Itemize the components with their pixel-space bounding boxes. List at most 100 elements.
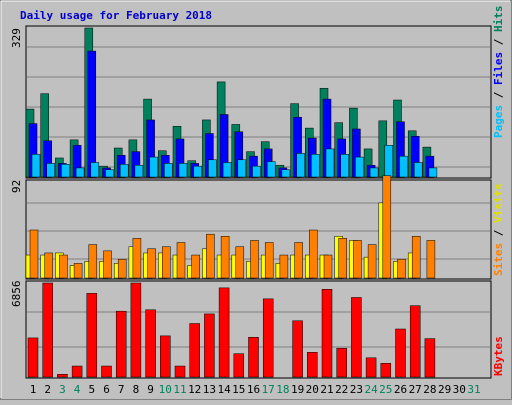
day-label: 2 [44,383,51,396]
sites-bar [411,236,421,279]
kbytes-legend: KBytes [492,336,505,376]
pages-bar [296,153,305,178]
day-label: 17 [262,383,275,396]
sites-bar [73,263,83,279]
kbytes-bar [27,337,39,378]
pages-bar [237,159,247,178]
pages-bar [252,165,261,178]
files-bar [87,50,97,178]
pages-bar [384,145,394,178]
day-label: 24 [364,383,378,396]
day-label: 9 [147,383,154,396]
chart-title: Daily usage for February 2018 [20,9,212,22]
day-label: 8 [133,383,140,396]
pages-bar [134,164,144,178]
kbytes-bar [292,320,303,378]
kbytes-bar [248,336,259,378]
day-label: 31 [467,383,480,396]
kbytes-bar [218,287,230,378]
kbytes-bar [204,313,215,378]
day-labels: 1 2 3 4 5 6 7 8 9 10 11 12 13 14 15 16 17 18 19 20 21 22 23 24 2… [30,383,481,396]
pages-bar [428,167,438,178]
kbytes-bar [380,363,392,378]
day-label: 25 [379,383,392,396]
legend-entry: Hits [492,6,505,33]
pages-bar [355,156,364,178]
pages-bar [281,169,291,178]
sites-bar [162,246,171,279]
sites-bar [309,229,318,279]
legend-entry: Files [492,52,505,85]
kbytes-bar [42,282,53,378]
pages-bar [325,148,335,178]
pages-bar [208,159,217,178]
pages-bar [193,165,202,178]
pages-bar [266,161,276,178]
sites-bar [59,254,68,279]
day-label: 7 [118,383,125,396]
sites-bar [382,175,392,279]
day-label: 19 [291,383,304,396]
kbytes-bar [321,289,333,378]
legend-entry: Sites [492,243,505,276]
pages-bar [399,155,408,178]
kbytes-bar [351,297,362,378]
sites-bar [235,246,245,279]
day-label: 13 [203,383,216,396]
legend-entry: / [492,85,505,105]
kbytes-bar [57,374,68,378]
kbytes-bar [130,282,142,378]
legend-entry: Pages [492,105,505,138]
sites-bar [88,244,98,279]
sites-bar [323,254,333,279]
pages-bar [178,163,188,178]
sites-bar [367,244,377,279]
pages-bar [119,164,129,178]
pages-bar [75,167,85,178]
kbytes-bar [365,357,377,378]
day-label: 6 [103,383,110,396]
day-label: 11 [173,383,186,396]
legend-entry: / [492,223,505,243]
kbytes-bar [86,293,98,378]
kbytes-bar [233,353,245,378]
sites-bar [176,242,186,279]
hits-ymax-label: 329 [10,28,23,48]
kbytes-bar [307,352,318,378]
sites-bar [147,248,156,279]
sites-bar [426,240,436,279]
sites-bar [250,240,259,279]
sites-bar [103,250,112,279]
pages-bar [413,162,423,178]
sites-bar [44,252,53,279]
sites-bar [294,242,303,279]
pages-bar [90,162,100,178]
sites-bar [397,258,406,279]
pages-bar [164,163,173,178]
kbytes-bar [115,310,127,378]
day-label: 3 [59,383,66,396]
day-label: 16 [247,383,260,396]
day-label: 20 [306,383,319,396]
pages-bar [369,167,379,178]
day-label: 10 [159,383,172,396]
sites-bar [117,258,127,279]
sites-bar [279,254,289,279]
sites-bar [132,238,142,279]
kbytes-bar [395,328,406,378]
day-label: 14 [217,383,231,396]
visits-ymax-label: 92 [10,180,23,193]
pages-bar [61,164,70,178]
sites-bar [220,236,230,279]
legend-entry: / [492,32,505,52]
legend-entry: KBytes [492,336,505,376]
day-label: 21 [320,383,333,396]
sites-bar [338,238,347,279]
kbytes-bar [71,365,83,378]
pages-bar [31,154,41,178]
pages-bar [340,154,349,178]
kbytes-bar [145,309,156,378]
pages-bar [311,154,320,178]
